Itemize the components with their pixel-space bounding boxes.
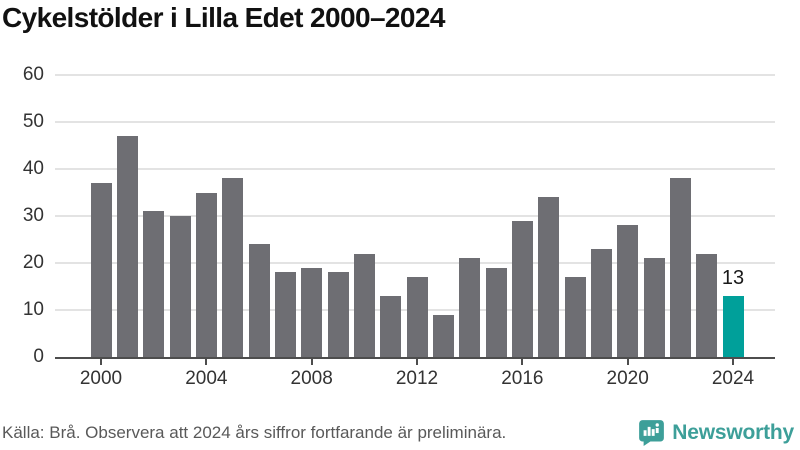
bar-2009 (327, 272, 349, 357)
bar-2008 (301, 267, 323, 357)
y-tick-label-10: 10 (22, 299, 44, 320)
x-tick-label-2008: 2008 (290, 368, 333, 389)
bar-2019 (590, 248, 612, 357)
bar-chart: 13 2000 2004 2008 2012 2016 2020 2024 0 10 20 30 40… (0, 60, 800, 400)
gridline-50 (55, 121, 775, 123)
y-tick-label-50: 50 (22, 111, 44, 132)
gridline-20 (55, 262, 775, 264)
bar-2013 (432, 314, 454, 357)
x-tick-2016 (521, 359, 524, 365)
y-tick-label-30: 30 (22, 205, 44, 226)
source-note: Källa: Brå. Observera att 2024 års siffr… (2, 423, 507, 442)
x-tick-2012 (416, 359, 418, 365)
bar-2007 (274, 272, 296, 357)
x-tick-label-2012: 2012 (395, 368, 439, 389)
bar-2002 (143, 211, 165, 357)
newsworthy-bar-chart-bubble-icon (638, 419, 665, 446)
x-tick-2008 (310, 359, 313, 365)
bar-2000 (90, 183, 112, 357)
brand-name: Newsworthy (672, 420, 794, 444)
y-tick-label-40: 40 (22, 158, 44, 179)
chart-title: Cykelstölder i Lilla Edet 2000–2024 (2, 2, 445, 33)
plot-area: 13 2000 2004 2008 2012 2016 2020 2024 (55, 74, 775, 389)
x-tick-label-2004: 2004 (185, 368, 228, 389)
bar-2024 (722, 295, 744, 357)
bar-2022 (669, 178, 691, 357)
bar-2004 (195, 192, 217, 357)
x-tick-label-2000: 2000 (79, 368, 123, 389)
bar-2020 (617, 225, 639, 357)
gridline-30 (55, 215, 775, 217)
bar-2023 (696, 253, 718, 357)
bar-2016 (511, 220, 533, 357)
bar-2014 (459, 258, 481, 357)
newsworthy-logo[interactable]: Newsworthy (638, 419, 794, 446)
y-tick-label-60: 60 (22, 64, 44, 85)
bar-2003 (169, 216, 191, 357)
x-tick-2000 (100, 359, 102, 365)
bar-2017 (538, 197, 560, 357)
bar-2021 (643, 258, 665, 357)
bar-2005 (222, 178, 244, 357)
bar-2015 (485, 267, 507, 357)
bar-2010 (353, 253, 375, 357)
bar-2011 (380, 295, 402, 357)
x-tick-2004 (205, 359, 208, 365)
y-tick-label-0: 0 (33, 346, 44, 367)
bar-2018 (564, 277, 586, 357)
x-tick-label-2020: 2020 (606, 368, 649, 389)
x-tick-2020 (626, 359, 629, 365)
x-tick-label-2024: 2024 (711, 368, 755, 389)
bar-2001 (116, 136, 138, 357)
bar-2012 (406, 277, 428, 357)
y-tick-label-20: 20 (22, 252, 44, 273)
footer: Källa: Brå. Observera att 2024 års siffr… (0, 414, 800, 450)
gridline-60 (55, 74, 775, 76)
highlight-value-label: 13 (721, 266, 745, 289)
x-tick-label-2016: 2016 (501, 368, 544, 389)
gridline-40 (55, 168, 775, 170)
bar-2006 (248, 244, 270, 357)
x-tick-2024 (732, 359, 734, 365)
